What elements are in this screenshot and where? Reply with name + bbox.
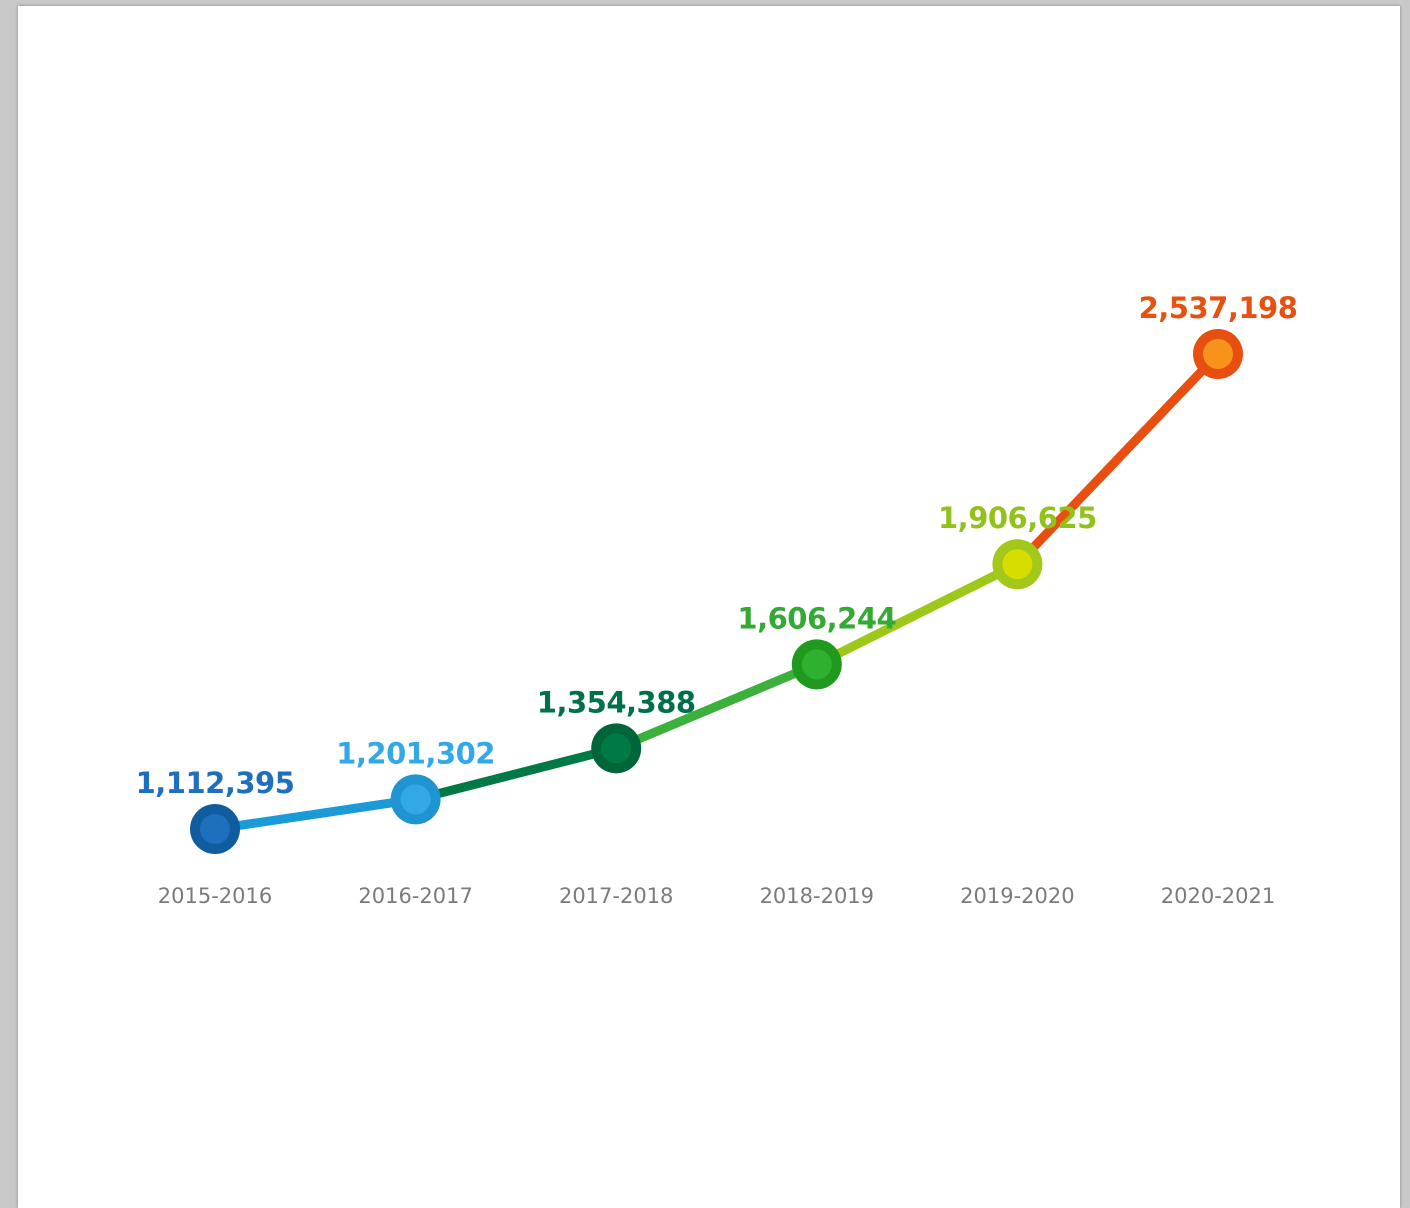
data-point-center-2019-2020: [1002, 549, 1033, 580]
x-tick-label-2018-2019: 2018-2019: [760, 884, 874, 908]
line-segment-3: [611, 659, 822, 753]
line-segment-2: [411, 743, 621, 804]
data-label-2019-2020: 1,906,625: [938, 501, 1097, 535]
data-labels: 1,112,395 1,201,302 1,354,388 1,606,244 1,90…: [136, 291, 1298, 800]
line-segment-4: [812, 559, 1022, 669]
chart-page: [18, 6, 1400, 1208]
data-label-2015-2016: 1,112,395: [136, 766, 295, 800]
data-point-center-2018-2019: [801, 649, 832, 680]
line-segment-5: [1012, 349, 1223, 569]
data-label-2017-2018: 1,354,388: [537, 685, 696, 719]
data-point-center-2015-2016: [200, 814, 230, 844]
data-point-center-2017-2018: [601, 733, 632, 764]
x-tick-label-2017-2018: 2017-2018: [559, 884, 673, 908]
x-axis-tick-labels: 2015-2016 2016-2017 2017-2018 2018-2019 2019…: [158, 884, 1275, 908]
line-series: [210, 349, 1223, 834]
data-label-2018-2019: 1,606,244: [737, 601, 896, 635]
line-segment-1: [210, 794, 421, 834]
data-label-2016-2017: 1,201,302: [336, 736, 495, 770]
x-tick-label-2016-2017: 2016-2017: [358, 884, 472, 908]
data-label-2020-2021: 2,537,198: [1139, 291, 1298, 325]
x-tick-label-2019-2020: 2019-2020: [960, 884, 1074, 908]
x-tick-label-2020-2021: 2020-2021: [1161, 884, 1275, 908]
x-tick-label-2015-2016: 2015-2016: [158, 884, 272, 908]
data-point-center-2020-2021: [1203, 339, 1233, 369]
data-point-center-2016-2017: [400, 784, 431, 815]
data-points: [190, 329, 1243, 854]
